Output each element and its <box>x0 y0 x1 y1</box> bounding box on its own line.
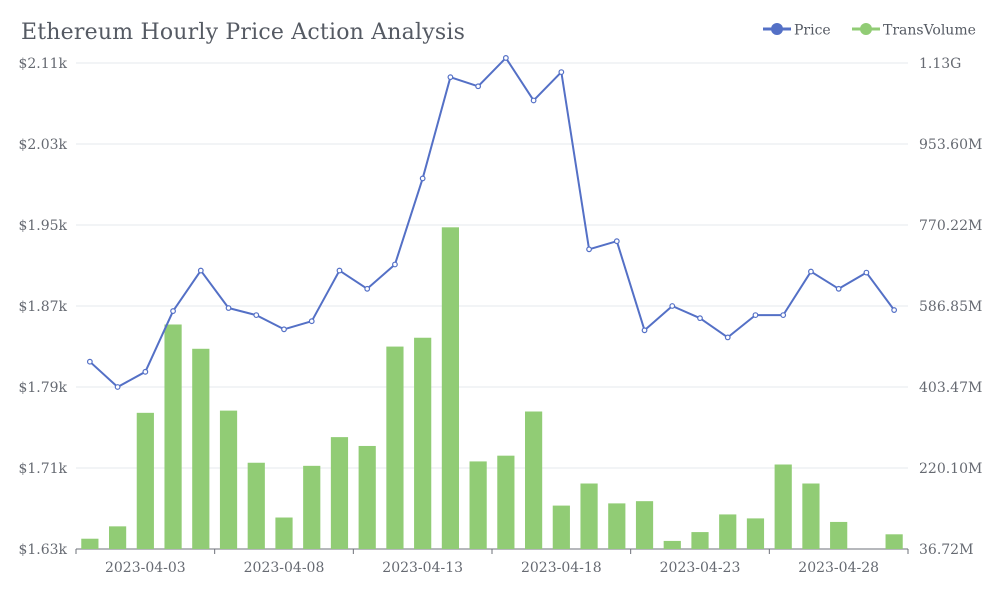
x-tick-label: 2023-04-03 <box>105 560 186 576</box>
price-point <box>586 246 592 253</box>
price-point <box>891 307 898 313</box>
volume-bar <box>136 412 154 549</box>
price-point <box>308 318 315 325</box>
price-point <box>142 368 149 375</box>
volume-bar <box>746 518 765 549</box>
price-point <box>170 308 176 314</box>
volume-bar <box>663 540 681 549</box>
x-tick-label: 2023-04-18 <box>521 560 602 576</box>
x-tick-label: 2023-04-13 <box>382 560 463 576</box>
volume-bar <box>580 483 598 549</box>
volume-bar <box>386 346 404 549</box>
volume-bar <box>802 483 820 549</box>
volume-bar <box>358 445 376 549</box>
volume-bar <box>441 227 459 549</box>
volume-bar <box>330 437 349 549</box>
legend-transvolume-label: TransVolume <box>883 23 976 39</box>
price-point <box>863 269 870 276</box>
volume-bar <box>109 526 127 549</box>
legend-transvolume-marker-icon <box>860 23 872 35</box>
price-point <box>392 261 398 268</box>
chart-title: Ethereum Hourly Price Action Analysis <box>21 20 466 45</box>
price-point <box>281 326 287 333</box>
x-tick-label: 2023-04-23 <box>660 560 741 576</box>
price-point <box>669 303 676 309</box>
y-left-tick-label: $2.03k <box>18 137 67 153</box>
volume-bar <box>719 514 737 549</box>
legend-price-label: Price <box>794 23 831 39</box>
y-right-tick-label: 1.13G <box>919 56 961 72</box>
price-point <box>613 238 620 245</box>
price-point <box>780 312 787 319</box>
price-point <box>558 69 565 76</box>
price-point <box>447 74 454 81</box>
x-tick-label: 2023-04-08 <box>244 560 325 576</box>
price-point <box>697 315 703 322</box>
volume-bar <box>414 337 432 549</box>
price-point <box>502 55 509 61</box>
price-point <box>114 384 121 390</box>
legend: Price TransVolume <box>763 23 976 39</box>
volume-bars <box>81 227 903 549</box>
price-point <box>253 312 260 319</box>
y-left-tick-label: $1.87k <box>18 299 67 315</box>
x-tick-label: 2023-04-28 <box>798 560 879 576</box>
volume-bar <box>164 324 182 549</box>
volume-bar <box>497 455 515 549</box>
axes: $1.63k 36.72M $1.71k 220.10M $1.79k 403.47M $1… <box>18 56 982 576</box>
volume-bar <box>192 348 210 549</box>
y-right-tick-label: 36.72M <box>919 542 973 558</box>
y-left-tick-label: $1.63k <box>18 542 67 558</box>
price-point <box>530 97 537 104</box>
y-left-tick-label: $1.79k <box>18 380 67 396</box>
y-right-tick-label: 220.10M <box>919 461 982 477</box>
volume-bar <box>81 538 99 549</box>
y-right-tick-label: 586.85M <box>919 299 982 315</box>
price-point <box>752 312 759 319</box>
price-point <box>336 267 343 274</box>
y-left-tick-label: $2.11k <box>18 56 67 72</box>
y-left-tick-label: $1.71k <box>18 461 67 477</box>
price-point <box>197 267 204 274</box>
volume-bar <box>525 411 543 549</box>
volume-bar <box>635 501 654 549</box>
y-right-tick-label: 403.47M <box>919 380 982 396</box>
volume-bar <box>552 505 570 549</box>
price-point <box>724 334 731 341</box>
volume-bar <box>885 534 903 549</box>
volume-bar <box>303 465 321 549</box>
price-point <box>475 83 482 90</box>
price-point <box>86 358 93 365</box>
y-right-tick-label: 953.60M <box>919 137 982 153</box>
volume-bar <box>469 461 487 549</box>
price-line <box>86 55 898 390</box>
y-right-tick-label: 770.22M <box>919 218 982 234</box>
y-left-tick-label: $1.95k <box>18 218 67 234</box>
legend-price-marker-icon <box>771 23 783 35</box>
price-point <box>364 285 371 292</box>
volume-bar <box>247 462 265 549</box>
volume-bar <box>830 521 848 549</box>
volume-bar <box>691 532 709 549</box>
volume-bar <box>608 503 626 549</box>
price-point <box>835 285 842 292</box>
price-point <box>419 175 426 182</box>
price-point <box>641 327 648 334</box>
price-series-line <box>89 56 895 388</box>
volume-bar <box>774 464 792 549</box>
volume-bar <box>219 410 238 549</box>
price-point <box>225 305 232 311</box>
volume-bar <box>275 517 293 549</box>
price-point <box>808 268 814 275</box>
